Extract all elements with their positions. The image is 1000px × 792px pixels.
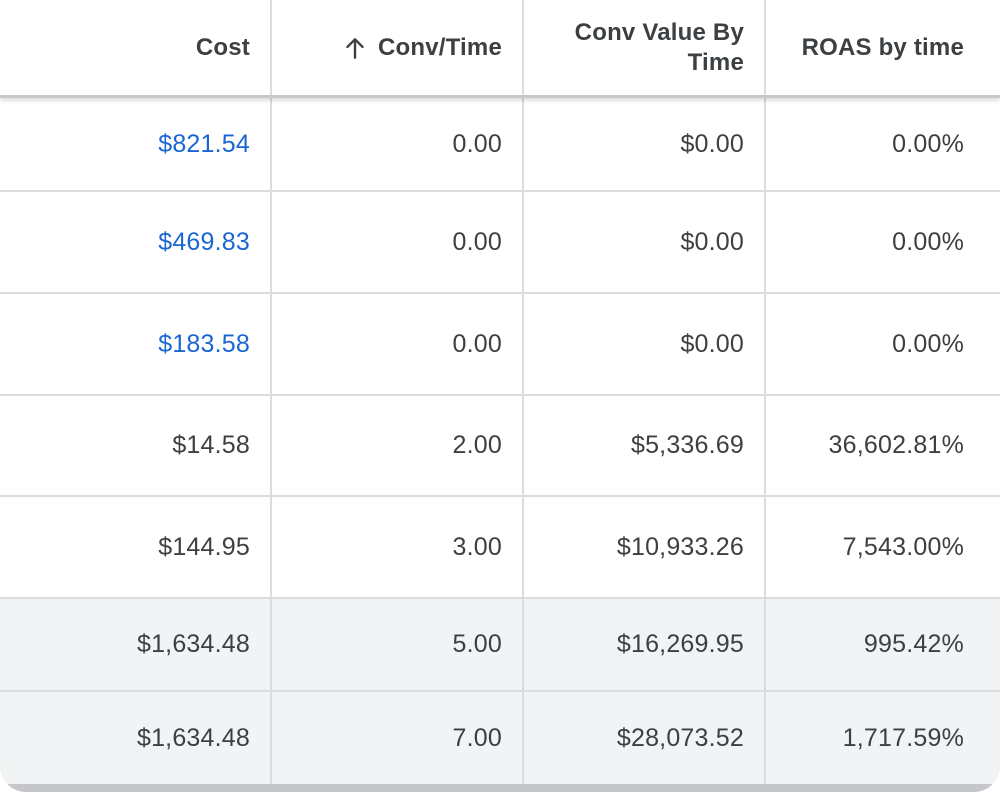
cost-cell: $1,634.48 xyxy=(136,630,250,658)
table-row: $1,634.48 7.00 $28,073.52 1,717.59% xyxy=(0,692,1000,784)
header-cost-label: Cost xyxy=(195,33,250,61)
conv-value-cell: $10,933.26 xyxy=(522,497,764,597)
conv-time-cell: 0.00 xyxy=(270,294,522,394)
roas-cell: 995.42% xyxy=(764,599,1000,690)
roas-cell: 7,543.00% xyxy=(764,497,1000,597)
header-conv-value-line2: Time xyxy=(687,48,744,76)
conv-value-cell: $5,336.69 xyxy=(522,396,764,495)
roas-cell: 0.00% xyxy=(764,98,1000,190)
conv-time-cell: 0.00 xyxy=(270,192,522,292)
conv-value-cell: $16,269.95 xyxy=(522,599,764,690)
header-roas[interactable]: ROAS by time xyxy=(764,0,1000,95)
conv-time-cell: 0.00 xyxy=(270,98,522,190)
conv-value-cell: $0.00 xyxy=(522,192,764,292)
cost-cell: $14.58 xyxy=(172,431,250,459)
roas-cell: 1,717.59% xyxy=(764,692,1000,784)
roas-cell: 0.00% xyxy=(764,192,1000,292)
conv-time-cell: 3.00 xyxy=(270,497,522,597)
header-roas-label: ROAS by time xyxy=(801,33,964,61)
table-row: $144.95 3.00 $10,933.26 7,543.00% xyxy=(0,497,1000,599)
cost-cell: $144.95 xyxy=(158,532,250,561)
roas-cell: 36,602.81% xyxy=(764,396,1000,495)
cost-link[interactable]: $183.58 xyxy=(158,329,250,358)
conv-value-cell: $0.00 xyxy=(522,294,764,394)
conv-value-cell: $28,073.52 xyxy=(522,692,764,784)
table-row: $821.54 0.00 $0.00 0.00% xyxy=(0,98,1000,192)
header-cost[interactable]: Cost xyxy=(0,0,270,95)
conv-time-cell: 5.00 xyxy=(270,599,522,690)
conv-value-cell: $0.00 xyxy=(522,98,764,190)
table-row: $14.58 2.00 $5,336.69 36,602.81% xyxy=(0,396,1000,497)
table-bottom-border xyxy=(0,784,1000,792)
arrow-up-icon xyxy=(346,37,364,59)
table-header-row: Cost Conv/Time Conv Value By Time ROAS b… xyxy=(0,0,1000,98)
table-row: $469.83 0.00 $0.00 0.00% xyxy=(0,192,1000,294)
cost-cell[interactable]: $821.54 xyxy=(0,98,270,190)
table-row: $1,634.48 5.00 $16,269.95 995.42% xyxy=(0,599,1000,692)
roas-cell: 0.00% xyxy=(764,294,1000,394)
cost-cell[interactable]: $469.83 xyxy=(0,192,270,292)
cost-cell: $1,634.48 xyxy=(136,723,250,752)
header-conv-value[interactable]: Conv Value By Time xyxy=(522,0,764,95)
header-conv-value-line1: Conv Value By xyxy=(574,18,744,46)
header-conv-time[interactable]: Conv/Time xyxy=(270,0,522,95)
conv-time-cell: 7.00 xyxy=(270,692,522,784)
conv-time-cell: 2.00 xyxy=(270,396,522,495)
header-conv-value-label: Conv Value By Time xyxy=(575,18,744,78)
cost-cell[interactable]: $183.58 xyxy=(0,294,270,394)
cost-link[interactable]: $821.54 xyxy=(158,129,250,158)
cost-link[interactable]: $469.83 xyxy=(158,227,250,256)
table-row: $183.58 0.00 $0.00 0.00% xyxy=(0,294,1000,396)
header-conv-time-label: Conv/Time xyxy=(377,33,502,61)
